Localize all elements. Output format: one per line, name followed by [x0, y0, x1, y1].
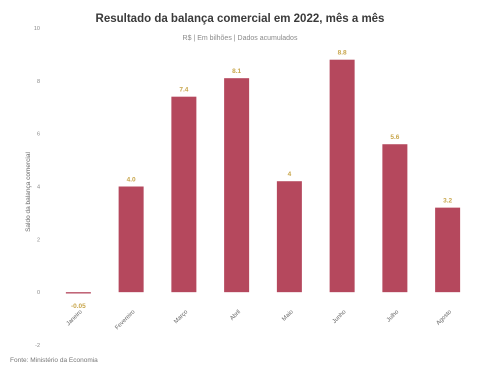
x-tick-label: Janeiro — [66, 309, 85, 328]
x-tick-label: Março — [173, 309, 189, 325]
chart-title: Resultado da balança comercial em 2022, … — [96, 13, 385, 25]
x-tick-label: Abril — [229, 309, 242, 322]
bar — [276, 181, 302, 293]
y-tick-label: 10 — [34, 26, 40, 32]
bar — [171, 96, 197, 293]
data-label: 8.1 — [232, 68, 241, 75]
bar — [435, 207, 461, 293]
x-tick-label: Fevereiro — [114, 309, 137, 332]
data-labels: -0.05 4.0 7.4 8.1 4 8.8 5.6 3.2 — [71, 50, 453, 310]
bar — [224, 78, 250, 293]
y-tick-label: 4 — [37, 185, 40, 191]
x-axis-ticks: Janeiro Fevereiro Março Abril Maio Junho Julho… — [66, 309, 454, 332]
bar — [329, 59, 355, 293]
x-tick-label: Maio — [281, 309, 295, 323]
x-tick-label: Agosto — [436, 309, 454, 327]
data-label: 5.6 — [390, 134, 399, 141]
y-tick-label: 6 — [37, 132, 40, 138]
data-label: 8.8 — [338, 50, 347, 57]
data-label: 4.0 — [127, 177, 136, 184]
data-label: 7.4 — [179, 87, 188, 94]
x-tick-label: Julho — [386, 309, 401, 324]
x-tick-label: Junho — [332, 309, 348, 325]
chart-subtitle: R$ | Em bilhões | Dados acumulados — [183, 35, 298, 42]
bar — [118, 186, 144, 293]
bar — [65, 292, 91, 294]
y-tick-label: -2 — [35, 343, 40, 349]
y-axis-ticks: -2 0 2 4 6 8 10 — [34, 26, 40, 349]
y-tick-label: 2 — [37, 237, 40, 243]
data-label: -0.05 — [71, 303, 86, 310]
bar — [382, 144, 408, 293]
data-label: 4 — [288, 171, 292, 178]
y-tick-label: 8 — [37, 79, 40, 85]
data-label: 3.2 — [443, 198, 452, 205]
bars — [65, 59, 461, 294]
y-tick-label: 0 — [37, 290, 40, 296]
source-note: Fonte: Ministério da Economia — [10, 357, 98, 364]
y-axis-label: Saldo da balança comercial — [25, 152, 32, 232]
